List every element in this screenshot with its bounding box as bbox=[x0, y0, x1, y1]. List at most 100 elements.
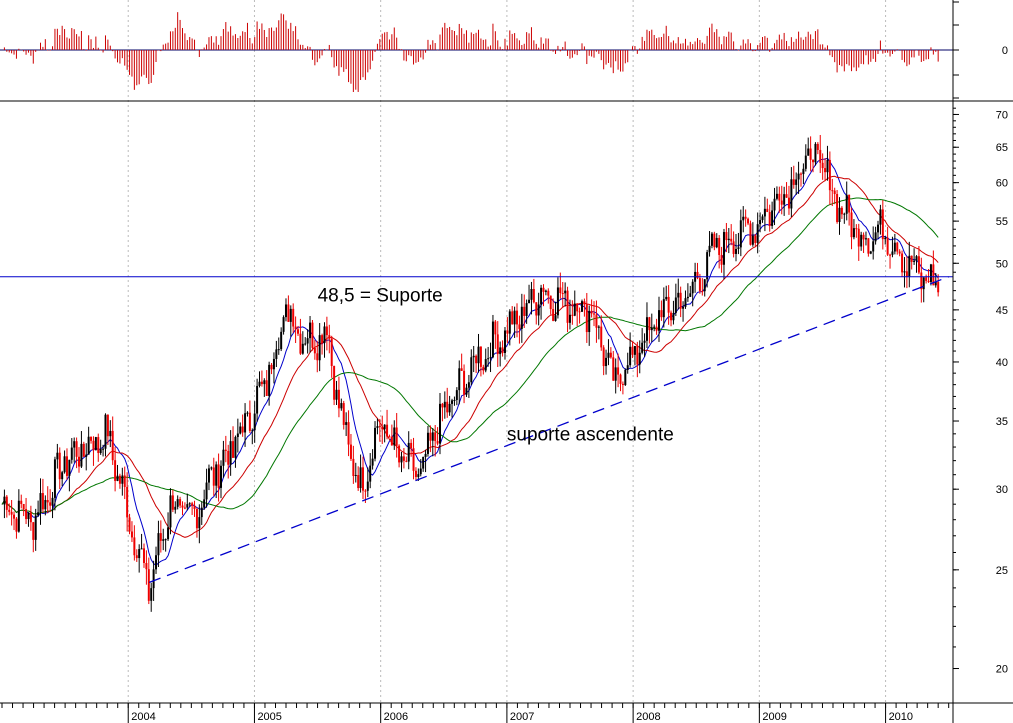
candle-body bbox=[487, 358, 490, 360]
candle-body bbox=[378, 426, 381, 428]
candle-body bbox=[27, 512, 30, 520]
candle-body bbox=[410, 442, 413, 449]
support-level-label: 48,5 = Suporte bbox=[318, 286, 443, 307]
candle-body bbox=[65, 456, 68, 476]
candle-body bbox=[934, 281, 937, 286]
candle-body bbox=[347, 422, 350, 445]
candle-body bbox=[407, 442, 410, 462]
candle-body bbox=[617, 367, 620, 375]
candle-body bbox=[133, 537, 136, 556]
candle-body bbox=[422, 456, 425, 469]
candle-body bbox=[51, 497, 54, 506]
candle-body bbox=[927, 280, 930, 282]
candle-body bbox=[299, 333, 302, 354]
candle-body bbox=[150, 588, 153, 601]
candle-body bbox=[68, 459, 71, 476]
candle-body bbox=[193, 505, 196, 509]
candle-body bbox=[191, 503, 194, 506]
candle-body bbox=[85, 454, 88, 457]
candle-body bbox=[386, 424, 389, 437]
candle-body bbox=[787, 197, 790, 209]
candle-body bbox=[631, 346, 634, 355]
candle-body bbox=[561, 293, 564, 295]
candle-body bbox=[419, 468, 422, 475]
candle-body bbox=[258, 381, 261, 386]
candle-body bbox=[138, 549, 141, 559]
candle-body bbox=[414, 470, 417, 477]
candle-body bbox=[446, 401, 449, 413]
candle-body bbox=[874, 232, 877, 242]
candle-body bbox=[552, 309, 555, 321]
candle-body bbox=[126, 486, 129, 518]
trendline-label: suporte ascendente bbox=[507, 424, 674, 445]
candle-body bbox=[118, 475, 121, 484]
candle-body bbox=[15, 518, 18, 532]
candle-body bbox=[645, 317, 648, 341]
candle-body bbox=[80, 443, 83, 467]
candle-body bbox=[698, 278, 701, 291]
candle-body bbox=[641, 342, 644, 353]
candle-body bbox=[780, 200, 783, 205]
candle-body bbox=[889, 254, 892, 256]
candle-body bbox=[82, 443, 85, 457]
candle-body bbox=[850, 212, 853, 238]
y-tick-label: 25 bbox=[996, 565, 1008, 577]
candle-body bbox=[501, 347, 504, 354]
candle-body bbox=[744, 216, 747, 219]
candle-body bbox=[831, 190, 834, 192]
candle-body bbox=[455, 390, 458, 400]
candle-body bbox=[877, 224, 880, 233]
candle-body bbox=[318, 335, 321, 361]
candle-body bbox=[157, 533, 160, 556]
candles bbox=[3, 134, 940, 612]
candle-body bbox=[494, 321, 497, 335]
candle-body bbox=[44, 500, 47, 510]
candle-body bbox=[845, 194, 848, 214]
candle-body bbox=[183, 507, 186, 509]
candle-body bbox=[477, 346, 480, 364]
candle-body bbox=[114, 460, 117, 481]
candle-body bbox=[479, 346, 482, 367]
candle-body bbox=[200, 507, 203, 518]
candle-body bbox=[104, 414, 107, 449]
x-tick-label: 2010 bbox=[889, 711, 913, 723]
candle-body bbox=[826, 159, 829, 173]
moving-average-line bbox=[1, 197, 939, 515]
candle-body bbox=[580, 301, 583, 312]
candle-body bbox=[29, 512, 32, 523]
candle-body bbox=[130, 531, 133, 538]
candle-body bbox=[566, 290, 569, 323]
candle-body bbox=[248, 412, 251, 431]
candle-body bbox=[766, 208, 769, 213]
candle-body bbox=[388, 436, 391, 438]
candle-body bbox=[426, 432, 429, 454]
candle-body bbox=[70, 447, 73, 460]
candle-body bbox=[506, 330, 509, 334]
candle-body bbox=[860, 234, 863, 247]
candle-body bbox=[838, 207, 841, 223]
candle-body bbox=[564, 290, 567, 294]
candle-body bbox=[809, 148, 812, 160]
candle-body bbox=[720, 254, 723, 265]
candle-body bbox=[232, 441, 235, 458]
candle-body bbox=[920, 272, 923, 290]
candle-body bbox=[749, 223, 752, 245]
candle-body bbox=[400, 456, 403, 463]
candle-body bbox=[932, 264, 935, 286]
candle-body bbox=[361, 467, 364, 491]
candle-body bbox=[253, 413, 256, 431]
y-tick-label: 40 bbox=[996, 357, 1008, 369]
candle-body bbox=[537, 304, 540, 316]
candle-body bbox=[544, 290, 547, 292]
candle-body bbox=[751, 235, 754, 245]
candle-body bbox=[106, 414, 109, 437]
candle-body bbox=[910, 255, 913, 262]
candle-body bbox=[597, 326, 600, 328]
candle-body bbox=[277, 349, 280, 351]
candle-body bbox=[94, 437, 97, 451]
candle-body bbox=[913, 260, 916, 262]
candle-body bbox=[41, 493, 44, 510]
candle-body bbox=[195, 508, 198, 529]
candle-body bbox=[217, 464, 220, 488]
candle-body bbox=[203, 499, 206, 508]
